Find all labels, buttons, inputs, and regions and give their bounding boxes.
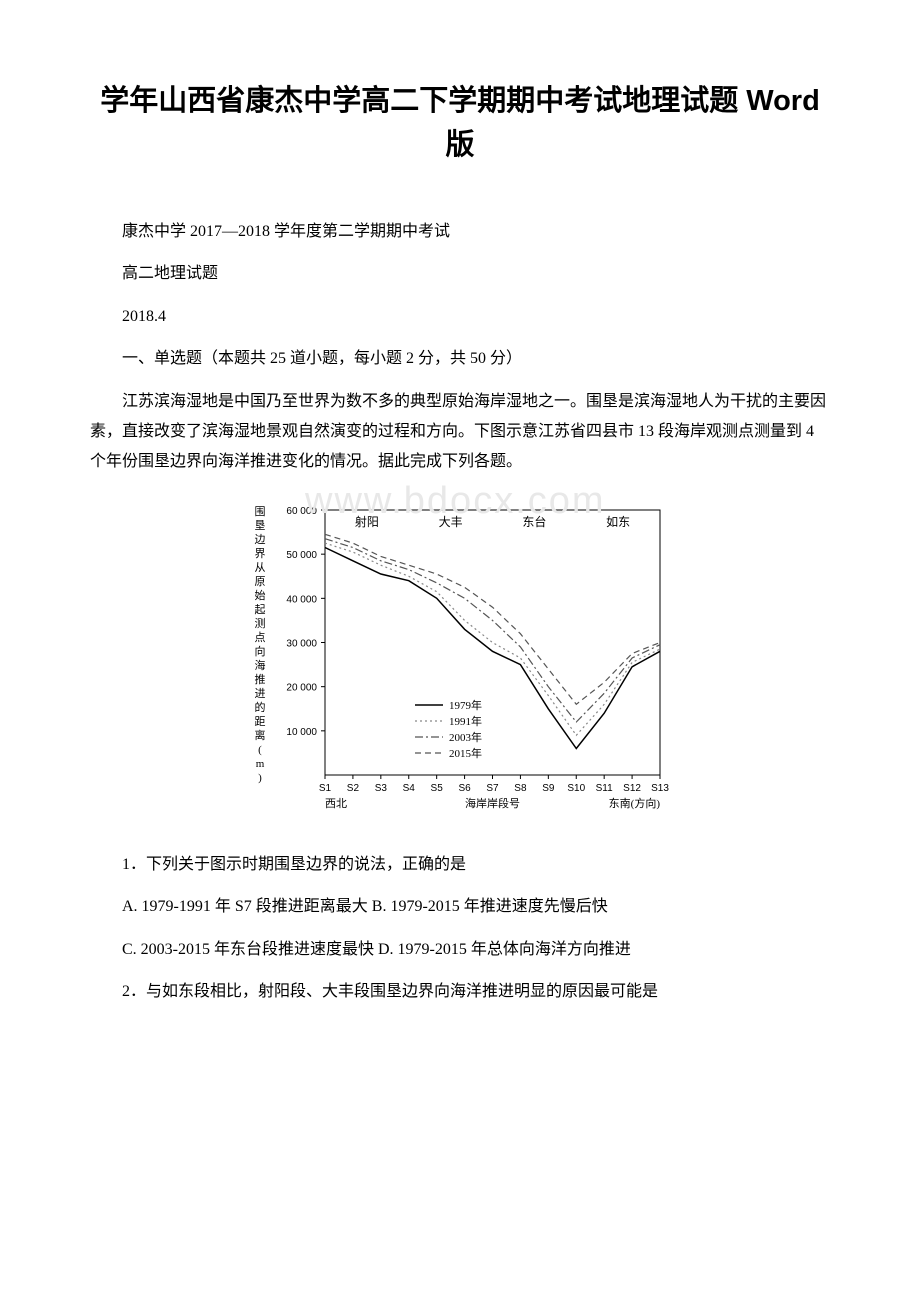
svg-text:S11: S11 [596, 783, 613, 794]
svg-text:): ) [258, 772, 262, 784]
header-line-2: 高二地理试题 [90, 259, 830, 289]
svg-text:S8: S8 [514, 783, 527, 794]
svg-text:从: 从 [255, 562, 266, 574]
svg-text:东台: 东台 [522, 514, 546, 529]
svg-text:60 000: 60 000 [286, 506, 317, 517]
svg-text:的: 的 [255, 700, 266, 714]
svg-text:点: 点 [255, 631, 266, 644]
svg-text:推: 推 [255, 672, 266, 686]
svg-text:大丰: 大丰 [439, 515, 463, 529]
svg-text:30 000: 30 000 [286, 638, 317, 649]
svg-text:m: m [256, 758, 265, 770]
svg-text:围: 围 [255, 505, 266, 518]
svg-text:2015年: 2015年 [449, 746, 482, 760]
svg-text:界: 界 [255, 547, 266, 560]
svg-text:S3: S3 [375, 783, 388, 794]
question-2: 2．与如东段相比，射阳段、大丰段围垦边界向海洋推进明显的原因最可能是 [90, 977, 830, 1007]
svg-text:原: 原 [255, 576, 266, 588]
svg-text:S13: S13 [651, 783, 669, 794]
svg-text:S10: S10 [567, 783, 585, 794]
svg-text:2003年: 2003年 [449, 730, 482, 744]
svg-text:海岸岸段号: 海岸岸段号 [465, 796, 520, 810]
svg-text:1991年: 1991年 [449, 714, 482, 728]
svg-text:S5: S5 [431, 783, 444, 794]
svg-text:S12: S12 [623, 783, 641, 794]
header-line-3: 2018.4 [90, 302, 830, 332]
svg-text:距: 距 [255, 715, 266, 728]
svg-text:射阳: 射阳 [355, 514, 379, 529]
section-heading: 一、单选题（本题共 25 道小题，每小题 2 分，共 50 分） [90, 344, 830, 374]
svg-text:10 000: 10 000 [286, 727, 317, 738]
svg-text:离: 离 [255, 728, 266, 742]
svg-text:海: 海 [255, 658, 266, 672]
question-1: 1．下列关于图示时期围垦边界的说法，正确的是 [90, 850, 830, 880]
context-paragraph: 江苏滨海湿地是中国乃至世界为数不多的典型原始海岸湿地之一。围垦是滨海湿地人为干扰… [90, 387, 830, 478]
svg-text:1979年: 1979年 [449, 698, 482, 712]
svg-text:东南(方向): 东南(方向) [609, 796, 661, 810]
chart-figure: www.bdocx.com 10 00020 00030 00040 00050… [90, 490, 830, 835]
svg-text:边: 边 [255, 533, 266, 546]
svg-text:50 000: 50 000 [286, 550, 317, 561]
question-1-options-cd: C. 2003-2015 年东台段推进速度最快 D. 1979-2015 年总体… [90, 935, 830, 965]
svg-text:如东: 如东 [606, 514, 630, 529]
question-1-options-ab: A. 1979-1991 年 S7 段推进距离最大 B. 1979-2015 年… [90, 892, 830, 922]
svg-text:西北: 西北 [325, 797, 347, 810]
line-chart: 10 000 20 000 30 000 40 000 50 000 60 000 S1 S2… [245, 490, 675, 830]
svg-text:向: 向 [255, 644, 266, 658]
svg-text:20 000: 20 000 [286, 682, 317, 693]
svg-text:40 000: 40 000 [286, 594, 317, 605]
header-line-1: 康杰中学 2017—2018 学年度第二学期期中考试 [90, 217, 830, 247]
svg-text:S2: S2 [347, 783, 360, 794]
svg-text:垦: 垦 [255, 519, 266, 532]
svg-text:S1: S1 [319, 783, 332, 794]
svg-text:测: 测 [255, 617, 266, 630]
svg-text:进: 进 [255, 687, 266, 700]
svg-text:始: 始 [255, 588, 266, 602]
svg-text:S6: S6 [458, 783, 471, 794]
svg-text:起: 起 [255, 603, 266, 616]
svg-text:S4: S4 [403, 783, 416, 794]
document-title: 学年山西省康杰中学高二下学期期中考试地理试题 Word 版 [90, 80, 830, 167]
svg-text:S9: S9 [542, 783, 555, 794]
svg-text:S7: S7 [486, 783, 499, 794]
svg-text:(: ( [258, 744, 262, 756]
